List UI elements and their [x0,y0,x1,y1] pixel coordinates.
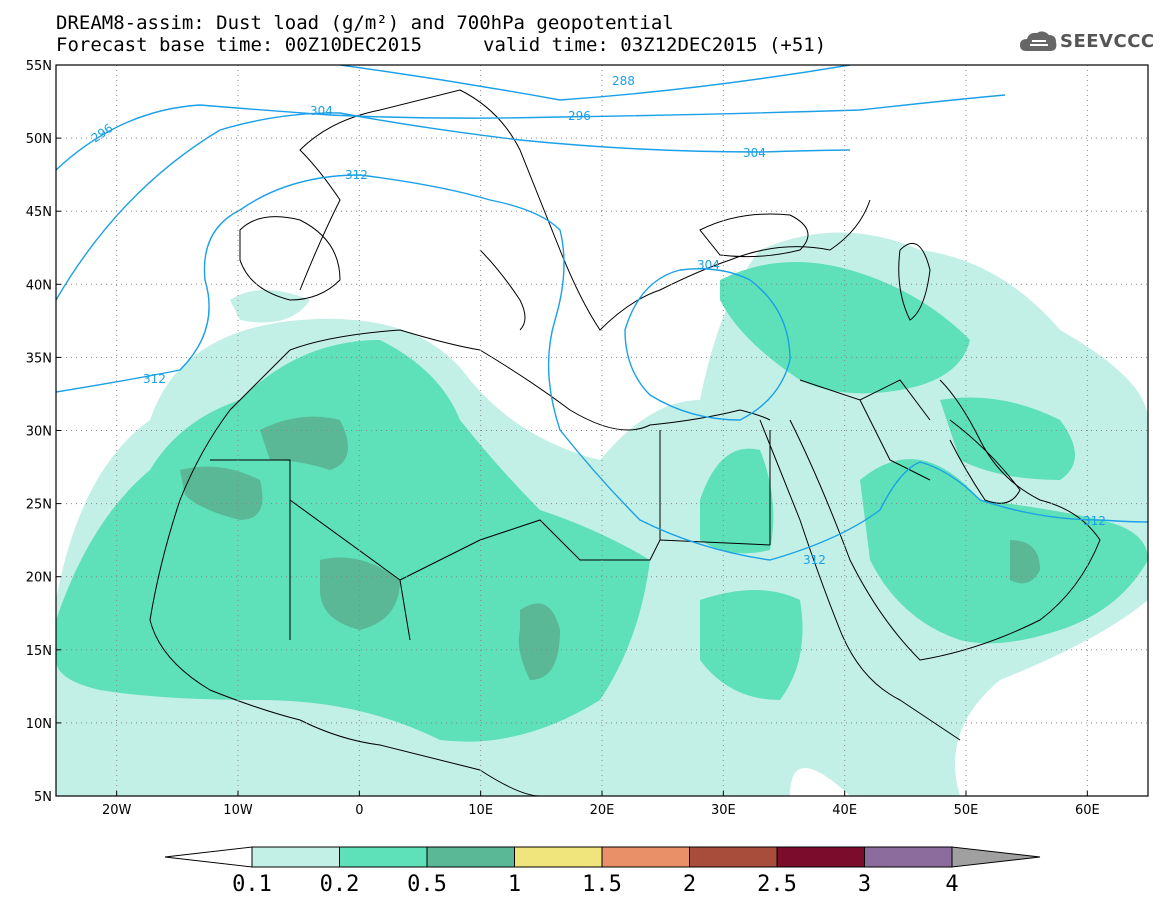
colorbar-segment [601,846,690,868]
coast-africa-west [149,349,541,796]
lat-label: 50N [26,132,52,147]
colorbar-segment [426,846,515,868]
dust-region-high-chad [518,603,560,680]
cloud-icon [1020,31,1057,51]
colorbar-segment [339,846,428,868]
dust-region-medium-west [56,340,650,742]
colorbar-label: 0.1 [232,872,272,897]
dust-region-medium-mideast [720,262,970,394]
dust-region-medium-arabia [860,459,1148,644]
lat-label: 10N [26,717,52,732]
contour-label-288: 288 [612,74,635,88]
dust-region-high-mauritania [180,466,263,520]
border-egypt [659,430,771,545]
lon-label: 60E [1075,803,1100,818]
latitude-labels: 55N 50N 45N 40N 35N 30N 25N 20N 15N 10N 5N [26,59,61,805]
colorbar-label: 1 [507,872,522,897]
lon-label: 10E [468,803,493,818]
contour-label-312-west: 312 [345,168,368,182]
colorbar-segment [776,846,865,868]
colorbar-label: 1.5 [582,872,622,897]
contour-304-aegean [624,268,791,421]
contour-304 [56,112,851,301]
lat-label: 45N [26,205,52,220]
forecast-base-time: Forecast base time: 00Z10DEC2015 [56,34,423,56]
lon-label: 20E [590,803,615,818]
coast-iberia [239,216,341,301]
logo-text: SEEVCCC [1060,31,1155,52]
contour-312-west [56,174,1148,561]
coastlines-layer [149,89,1101,796]
coast-arabia [789,379,1101,661]
colorbar-label: 3 [857,872,872,897]
lon-label: 30E [711,803,736,818]
dust-region-medium-iran [940,397,1075,480]
lat-label: 15N [26,644,52,659]
lon-label: 0 [355,803,363,818]
colorbar-segment [514,846,603,868]
colorbar [164,846,1041,868]
valid-time: valid time: 03Z12DEC2015 (+51) [483,34,827,56]
border-middle-east [799,379,931,481]
colorbar-segment [251,846,340,868]
colorbar-label: 0.5 [407,872,447,897]
contour-label-304-left: 304 [310,104,333,118]
colorbar-min-arrow [164,846,253,868]
contour-label-304-top: 304 [743,146,766,160]
coast-red-sea [759,419,961,741]
lat-label: 35N [26,351,52,366]
colorbar-label: 2 [682,872,697,897]
lat-label: 30N [26,425,52,440]
dust-region-high-oman [1010,540,1040,584]
lon-label: 10W [223,803,253,818]
coast-black-sea [699,213,809,258]
coast-italy [479,249,526,331]
dust-region-medium-egypt [700,448,774,554]
lat-label: 55N [26,59,52,74]
coast-caspian [898,242,931,321]
coast-africa-north [289,329,771,431]
contour-288 [339,65,851,101]
contour-label-304-aegean: 304 [697,258,720,272]
dust-fill-layer [56,232,1148,796]
contour-label-312-gulf: 312 [1083,514,1106,528]
dust-region-medium-sudan [700,590,803,700]
lon-label: 50E [954,803,979,818]
colorbar-label: 4 [945,872,959,897]
map-title: DREAM8-assim: Dust load (g/m²) and 700hP… [56,12,674,34]
lat-label: 20N [26,571,52,586]
dust-region-high-mali [320,557,400,630]
colorbar-label: 0.2 [319,872,360,897]
lon-label: 20W [102,803,132,818]
lon-label: 40E [832,803,857,818]
colorbar-label: 2.5 [757,872,797,897]
contour-296 [56,94,1006,171]
lat-label: 40N [26,278,52,293]
geopotential-contours [56,65,1148,561]
lat-label: 25N [26,498,52,513]
colorbar-max-arrow [951,846,1041,868]
contour-label-296-top: 296 [568,109,591,123]
contour-label-312-red-sea: 312 [803,553,826,567]
contour-label-312-left: 312 [143,372,166,386]
colorbar-segment [864,846,953,868]
colorbar-segment [689,846,778,868]
longitude-labels: 20W 10W 0 10E 20E 30E 40E 50E 60E [102,791,1100,818]
coast-europe [299,89,871,331]
graticule [56,65,1148,796]
lat-label: 5N [34,790,52,805]
dust-region-light-med [230,290,310,323]
